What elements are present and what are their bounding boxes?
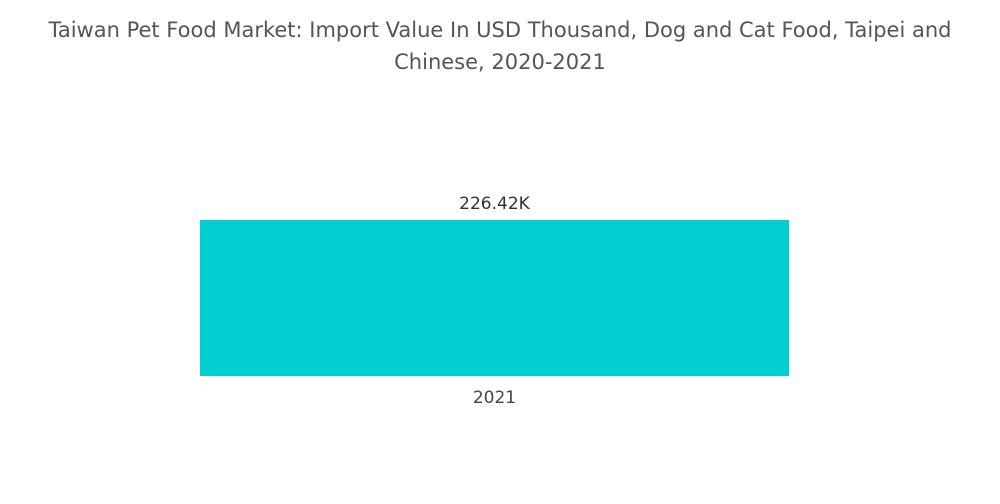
label-group: 226.42K 2021 [459,194,530,408]
bar-2021 [200,220,789,376]
chart-title: Taiwan Pet Food Market: Import Value In … [48,18,952,74]
x-tick-label-2021: 2021 [473,388,516,408]
bar-group [200,220,789,376]
data-label-2021: 226.42K [459,194,530,214]
